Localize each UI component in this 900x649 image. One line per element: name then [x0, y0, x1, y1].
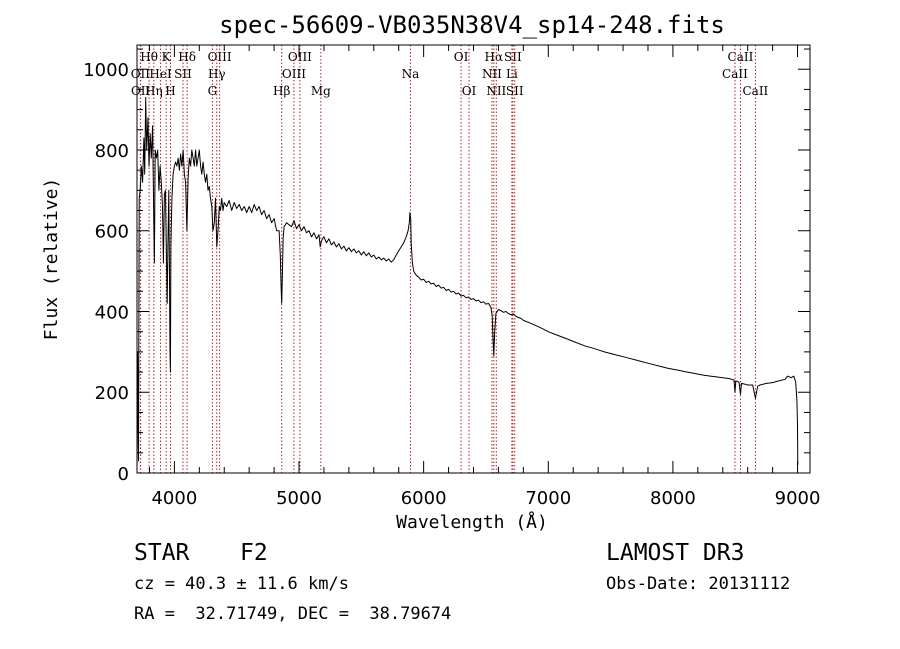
redshift-velocity: cz = 40.3 ± 11.6 km/s	[134, 574, 349, 594]
line-marker-label-18: OI	[462, 84, 477, 98]
line-marker-label-20: NII	[482, 67, 502, 81]
line-marker-label-15: Mg	[311, 84, 331, 98]
object-subclass: F2	[240, 540, 268, 566]
line-marker-label-6: H	[165, 84, 175, 98]
line-marker-label-16: Na	[402, 67, 420, 81]
line-marker-label-7: SII	[174, 67, 192, 81]
x-tick-label-0: 4000	[151, 488, 197, 509]
line-marker-label-14: OIII	[282, 67, 306, 81]
x-tick-label-3: 7000	[525, 488, 571, 509]
line-marker-label-11: G	[208, 84, 218, 98]
y-tick-label-1: 200	[95, 383, 129, 404]
line-marker-label-19: Hα	[485, 50, 504, 64]
observation-date: Obs-Date: 20131112	[606, 574, 791, 594]
line-marker-label-9: OIII	[208, 50, 232, 64]
line-marker-label-0: Hθ	[140, 50, 158, 64]
line-marker-label-23: Li	[506, 67, 518, 81]
survey-name: LAMOST DR3	[606, 540, 745, 566]
y-tick-label-5: 1000	[83, 60, 129, 81]
y-tick-label-4: 800	[95, 141, 129, 162]
y-tick-label-2: 400	[95, 302, 129, 323]
chart-title: spec-56609-VB035N38V4_sp14-248.fits	[219, 11, 725, 39]
line-marker-label-25: CaII	[728, 50, 754, 64]
y-tick-label-0: 0	[118, 464, 129, 485]
line-marker-label-12: Hβ	[273, 84, 290, 98]
line-marker-label-17: OI	[454, 50, 469, 64]
line-marker-label-21: NII	[486, 84, 506, 98]
line-marker-label-24: SII	[506, 84, 524, 98]
x-tick-label-5: 9000	[775, 488, 821, 509]
line-marker-label-2: OII	[131, 84, 151, 98]
x-axis-ticks: 4000 5000 6000 7000 8000 9000	[148, 45, 821, 509]
line-marker-label-26: CaII	[722, 67, 748, 81]
plot-frame	[136, 44, 811, 474]
line-marker-label-8: Hδ	[178, 50, 196, 64]
x-tick-label-2: 6000	[401, 488, 447, 509]
line-marker-label-10: Hγ	[208, 67, 226, 81]
y-tick-label-3: 600	[95, 222, 129, 243]
object-class: STAR	[134, 540, 190, 566]
line-marker-label-3: Hη	[145, 84, 163, 98]
line-marker-label-27: CaII	[742, 84, 768, 98]
flux-series-line	[136, 97, 799, 474]
y-axis-ticks: 0 200 400 600 800 1000	[83, 48, 810, 485]
coordinates: RA = 32.71749, DEC = 38.79674	[134, 604, 452, 624]
x-tick-label-4: 8000	[650, 488, 696, 509]
line-marker-label-4: HeI	[149, 67, 172, 81]
x-axis-label: Wavelength (Å)	[396, 511, 548, 533]
line-marker-label-22: SII	[504, 50, 522, 64]
x-tick-label-1: 5000	[276, 488, 322, 509]
line-marker-label-5: K	[162, 50, 172, 64]
flux-series-group	[136, 97, 799, 474]
y-axis-label: Flux (relative)	[41, 178, 62, 341]
line-marker-label-13: OIII	[288, 50, 312, 64]
